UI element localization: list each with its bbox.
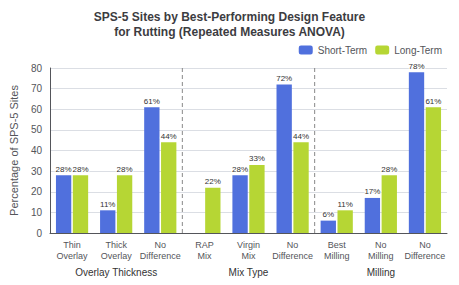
svg-text:44%: 44% <box>293 132 309 141</box>
svg-text:Thick: Thick <box>105 240 127 250</box>
svg-text:Best: Best <box>328 240 347 250</box>
svg-text:80: 80 <box>31 63 43 74</box>
svg-text:10: 10 <box>31 207 43 218</box>
svg-text:28%: 28% <box>232 165 248 174</box>
svg-text:Overlay: Overlay <box>101 251 133 261</box>
svg-text:44%: 44% <box>161 132 177 141</box>
svg-text:No: No <box>155 240 167 250</box>
svg-text:Overlay Thickness: Overlay Thickness <box>75 267 157 278</box>
svg-text:78%: 78% <box>409 62 425 71</box>
svg-text:Difference: Difference <box>140 251 181 261</box>
svg-text:SPS-5 Sites by Best-Performing: SPS-5 Sites by Best-Performing Design Fe… <box>94 10 366 24</box>
svg-text:30: 30 <box>31 166 43 177</box>
svg-text:Milling: Milling <box>368 251 394 261</box>
svg-text:72%: 72% <box>276 74 292 83</box>
svg-text:Difference: Difference <box>272 251 313 261</box>
svg-text:Mix: Mix <box>197 251 211 261</box>
svg-text:17%: 17% <box>364 187 380 196</box>
svg-text:11%: 11% <box>100 200 115 209</box>
svg-text:for Rutting (Repeated Measures: for Rutting (Repeated Measures ANOVA) <box>114 25 345 39</box>
svg-text:Difference: Difference <box>405 251 446 261</box>
svg-text:Milling: Milling <box>367 267 395 278</box>
svg-text:Short-Term: Short-Term <box>318 45 367 56</box>
svg-text:Mix Type: Mix Type <box>229 267 269 278</box>
svg-text:33%: 33% <box>249 154 265 163</box>
svg-text:Thin: Thin <box>63 240 81 250</box>
svg-text:0: 0 <box>36 228 42 239</box>
svg-text:61%: 61% <box>425 97 441 106</box>
svg-text:No: No <box>419 240 431 250</box>
svg-text:Virgin: Virgin <box>237 240 260 250</box>
svg-text:50: 50 <box>31 124 43 135</box>
svg-text:61%: 61% <box>144 97 160 106</box>
svg-text:70: 70 <box>31 83 43 94</box>
svg-text:60: 60 <box>31 104 43 115</box>
svg-text:6%: 6% <box>323 210 335 219</box>
svg-text:40: 40 <box>31 145 43 156</box>
svg-text:28%: 28% <box>72 165 88 174</box>
svg-text:Long-Term: Long-Term <box>394 45 442 56</box>
svg-text:Mix: Mix <box>242 251 256 261</box>
svg-text:No: No <box>287 240 299 250</box>
svg-text:Milling: Milling <box>324 251 350 261</box>
svg-text:No: No <box>375 240 387 250</box>
svg-text:Percentage of SPS-5 Sites: Percentage of SPS-5 Sites <box>8 85 20 216</box>
svg-text:RAP: RAP <box>195 240 214 250</box>
svg-text:11%: 11% <box>337 200 352 209</box>
svg-text:28%: 28% <box>56 165 72 174</box>
svg-text:20: 20 <box>31 186 43 197</box>
svg-text:28%: 28% <box>117 165 133 174</box>
svg-text:28%: 28% <box>381 165 397 174</box>
svg-text:22%: 22% <box>205 177 221 186</box>
svg-text:Overlay: Overlay <box>57 251 89 261</box>
